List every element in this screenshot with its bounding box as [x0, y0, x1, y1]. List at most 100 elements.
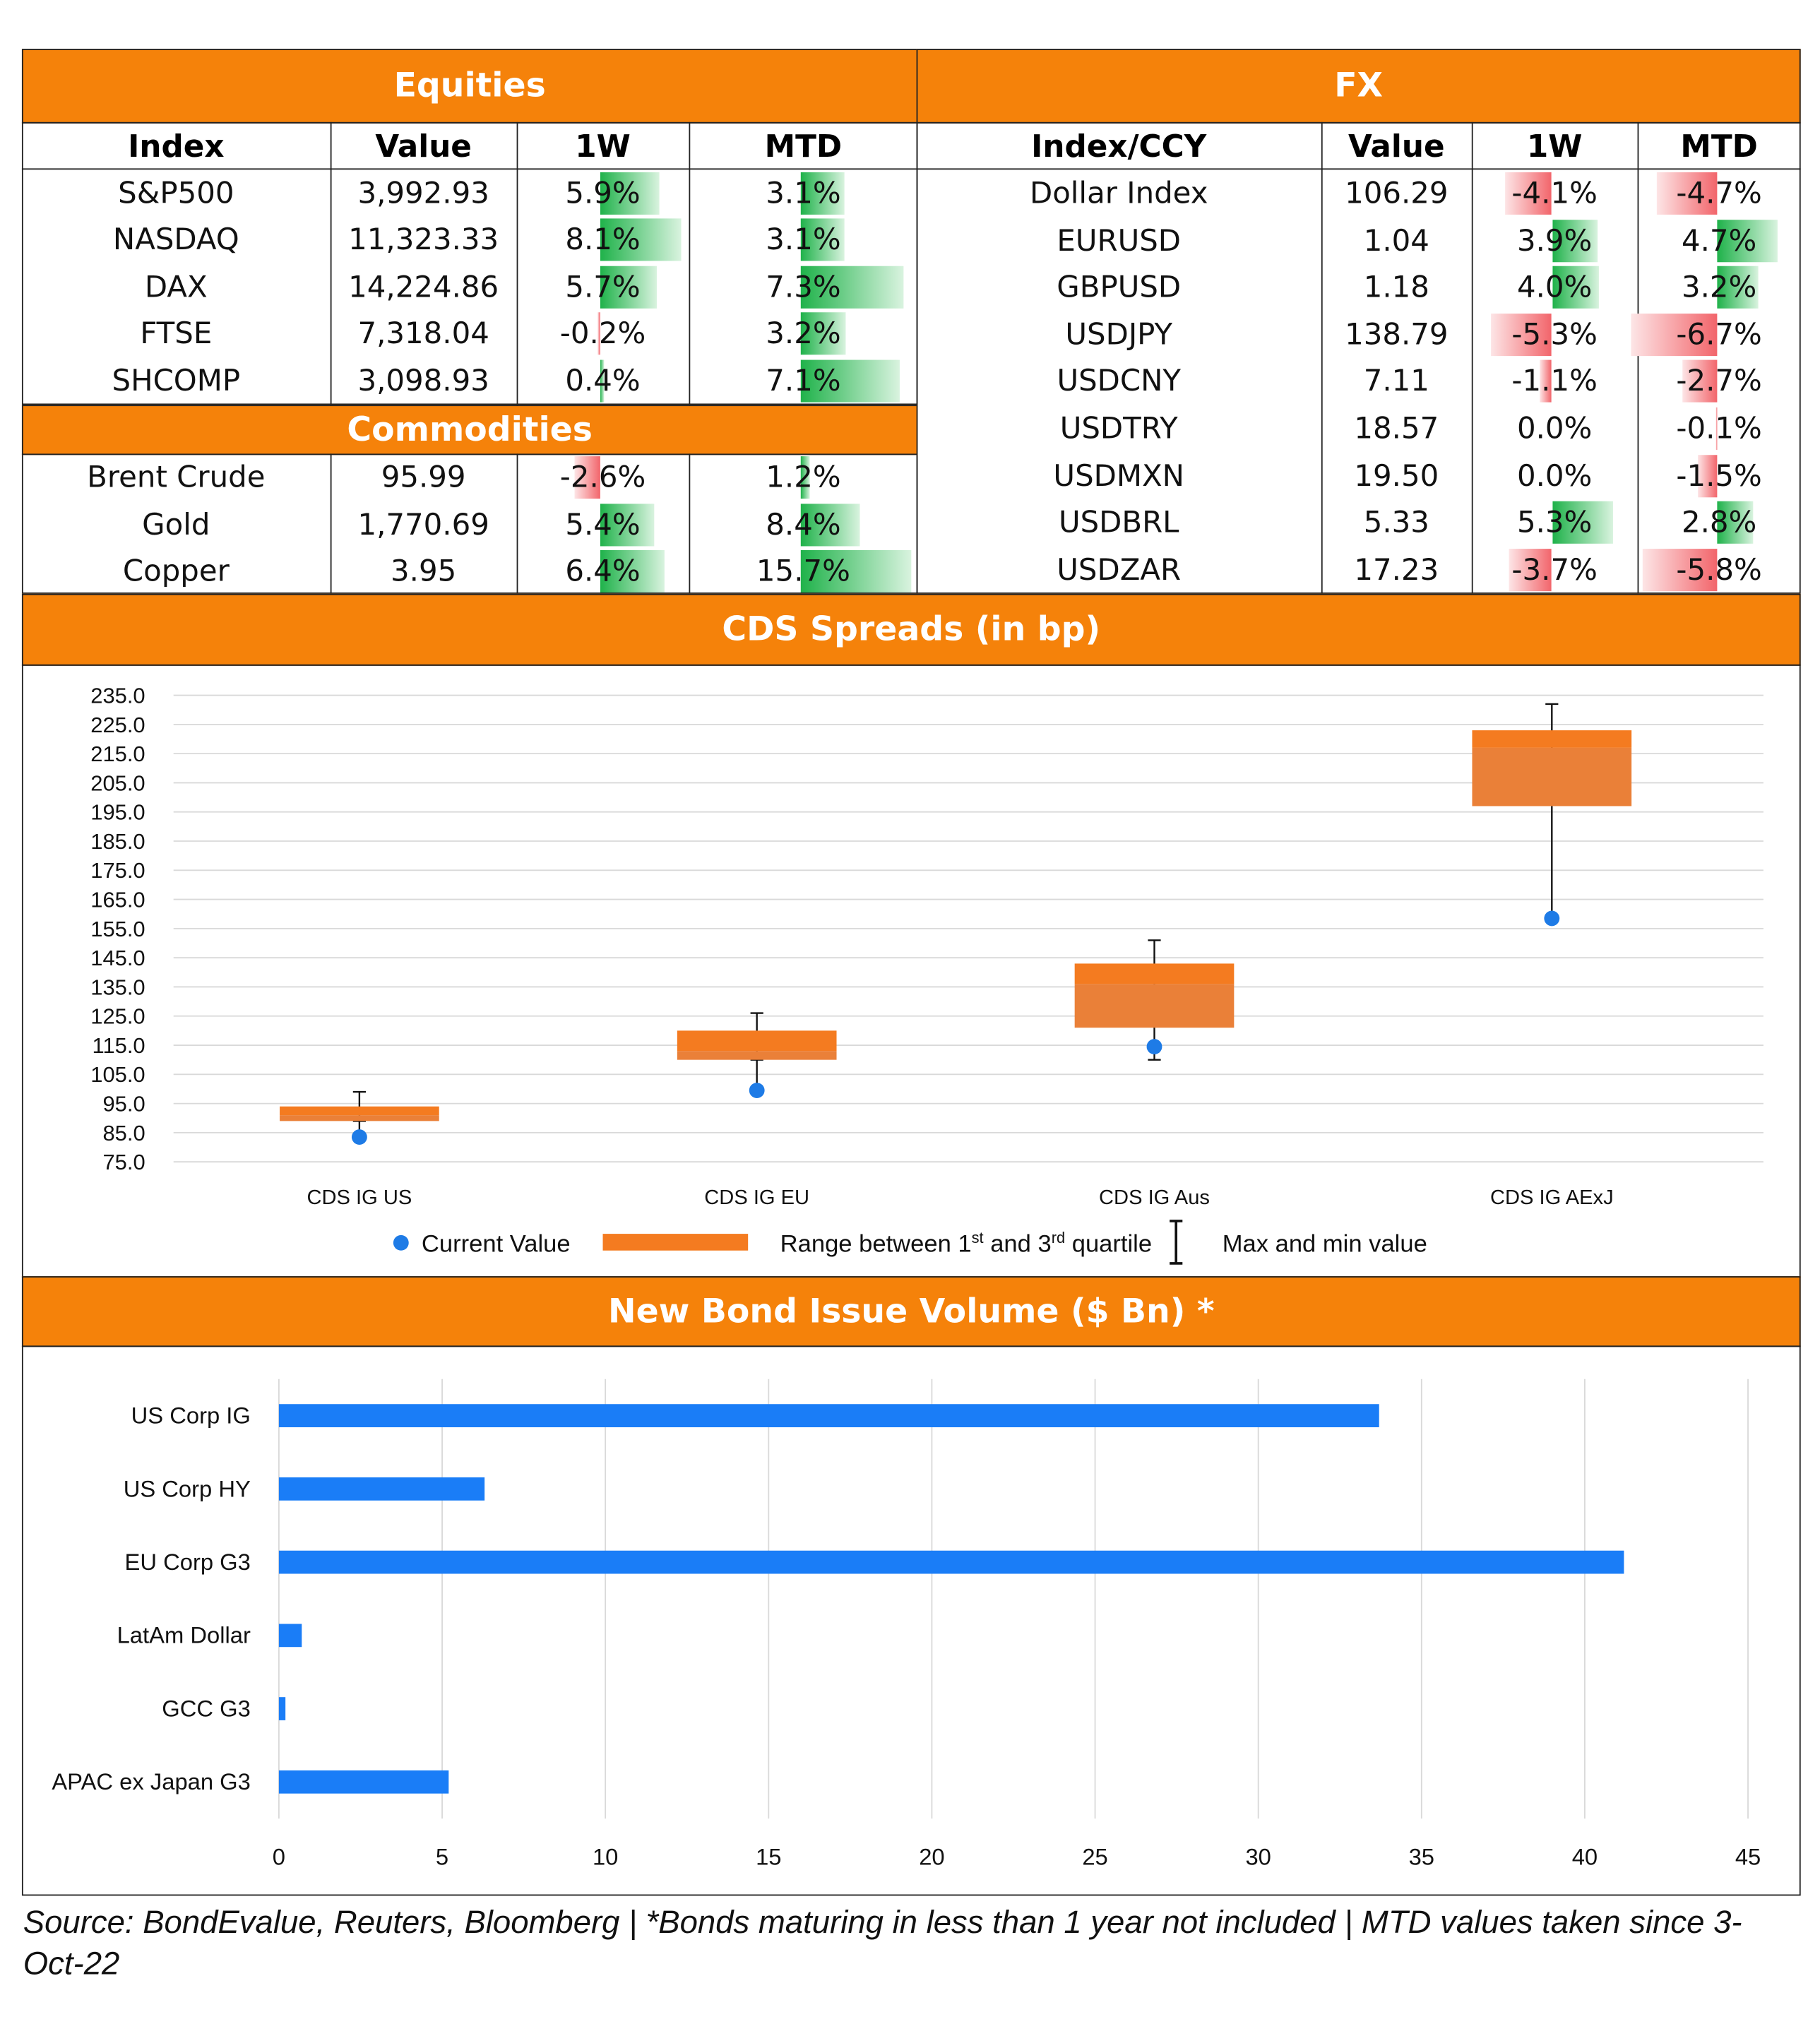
- row-mtd: -1.5%: [1676, 459, 1762, 494]
- equities-col-divider: [330, 121, 332, 405]
- bond-x-tick: 0: [273, 1844, 285, 1870]
- equities-col-divider: [516, 121, 518, 405]
- row-name: S&P500: [118, 177, 234, 211]
- row-name: USDMXN: [1053, 459, 1184, 494]
- row-mtd: 8.4%: [766, 508, 841, 542]
- cds-x-label: CDS IG Aus: [1099, 1186, 1210, 1209]
- row-name: USDJPY: [1065, 318, 1173, 352]
- fx-col-divider: [1637, 121, 1639, 594]
- cds-y-tick: 105.0: [90, 1062, 145, 1087]
- row-name: USDZAR: [1057, 554, 1182, 588]
- bar-mtd: [1630, 313, 1717, 356]
- row-1w: -5.3%: [1511, 318, 1598, 352]
- row-name: USDBRL: [1058, 506, 1179, 540]
- bar-1w: [1552, 219, 1598, 262]
- cds-current-point: [1146, 1039, 1162, 1055]
- cds-box-lower: [677, 1051, 837, 1060]
- row-value: 1,770.69: [357, 508, 489, 542]
- bar-mtd: [800, 549, 912, 593]
- cds-current-point: [749, 1083, 765, 1098]
- equities-col-divider: [689, 121, 691, 405]
- row-value: 14,224.86: [348, 270, 499, 304]
- cds-y-tick: 155.0: [90, 917, 145, 941]
- bond-bar: [278, 1697, 286, 1720]
- row-mtd: 3.2%: [766, 317, 841, 352]
- bar-1w: [573, 456, 600, 499]
- cds-y-tick: 215.0: [90, 742, 145, 766]
- legend-current-icon: [393, 1234, 409, 1251]
- row-value: 1.04: [1363, 224, 1429, 258]
- row-name: GBPUSD: [1057, 271, 1182, 305]
- row-name: USDCNY: [1057, 365, 1182, 399]
- bar-1w: [600, 219, 682, 262]
- row-value: 138.79: [1345, 318, 1449, 352]
- row-name: Dollar Index: [1029, 177, 1208, 211]
- cds-y-tick: 165.0: [90, 888, 145, 912]
- row-1w: 6.4%: [565, 555, 641, 589]
- source-note: Source: BondEvalue, Reuters, Bloomberg |…: [23, 1905, 1742, 1982]
- row-1w: 0.0%: [1516, 412, 1593, 446]
- cds-y-tick: 235.0: [90, 683, 145, 708]
- bond-category-label: GCC G3: [162, 1695, 251, 1721]
- bar-1w: [1552, 501, 1614, 544]
- cds-y-tick: 185.0: [90, 829, 145, 854]
- bar-mtd: [800, 456, 809, 499]
- bar-mtd: [1682, 360, 1717, 403]
- row-1w: -3.7%: [1511, 554, 1598, 588]
- bond-category-label: US Corp HY: [124, 1475, 251, 1501]
- row-name: DAX: [144, 270, 208, 304]
- equities-col-value: Value: [375, 128, 472, 165]
- row-1w: 5.9%: [565, 177, 641, 211]
- row-value: 17.23: [1354, 554, 1439, 588]
- commodities-col-divider: [516, 453, 518, 594]
- row-value: 18.57: [1354, 412, 1439, 446]
- cds-y-tick: 95.0: [102, 1092, 145, 1117]
- row-value: 5.33: [1363, 506, 1429, 540]
- row-value: 106.29: [1345, 177, 1449, 211]
- row-mtd: 3.1%: [766, 177, 841, 211]
- row-1w: 5.3%: [1516, 506, 1593, 540]
- legend-maxmin-label: Max and min value: [1223, 1231, 1427, 1258]
- cds-box-upper: [1472, 730, 1632, 748]
- bar-mtd: [1655, 172, 1717, 215]
- row-1w: -2.6%: [559, 461, 646, 495]
- legend-current-label: Current Value: [422, 1231, 571, 1258]
- fx-table: [916, 121, 1801, 594]
- bar-mtd: [1716, 219, 1778, 262]
- bar-mtd: [800, 312, 846, 355]
- row-mtd: 7.3%: [766, 270, 841, 304]
- cds-header: CDS Spreads (in bp): [21, 593, 1801, 666]
- bond-bar: [278, 1550, 1624, 1574]
- bond-x-tick: 35: [1409, 1844, 1434, 1870]
- fx-col-divider: [1321, 121, 1323, 594]
- bond-bar: [278, 1770, 449, 1794]
- bond-bar: [278, 1477, 485, 1501]
- row-1w: 5.4%: [565, 508, 641, 542]
- row-name: NASDAQ: [112, 224, 239, 258]
- equities-col-mtd: MTD: [764, 128, 843, 165]
- row-1w: 8.1%: [565, 224, 641, 258]
- row-1w: -4.1%: [1511, 177, 1598, 211]
- equities-header-rule: [21, 168, 918, 170]
- equities-col-index: Index: [128, 128, 225, 165]
- row-mtd: 1.2%: [766, 461, 841, 495]
- bond-bar: [278, 1404, 1379, 1427]
- row-mtd: 15.7%: [756, 555, 850, 589]
- row-1w: -1.1%: [1511, 365, 1598, 399]
- cds-box-upper: [677, 1030, 837, 1052]
- row-mtd: -6.7%: [1676, 318, 1762, 352]
- bond-category-label: US Corp IG: [131, 1403, 251, 1429]
- fx-header: FX: [916, 49, 1801, 124]
- legend-range-icon: [602, 1234, 749, 1251]
- cds-y-tick: 75.0: [102, 1150, 145, 1174]
- bond-x-tick: 20: [919, 1844, 944, 1870]
- cds-x-label: CDS IG US: [307, 1186, 412, 1209]
- cds-y-tick: 125.0: [90, 1004, 145, 1029]
- row-name: Gold: [142, 508, 210, 542]
- fx-col-divider: [1471, 121, 1473, 594]
- bond-x-tick: 15: [756, 1844, 781, 1870]
- row-mtd: 3.1%: [766, 224, 841, 258]
- bond-bar: [278, 1624, 302, 1648]
- row-value: 3,098.93: [357, 364, 489, 398]
